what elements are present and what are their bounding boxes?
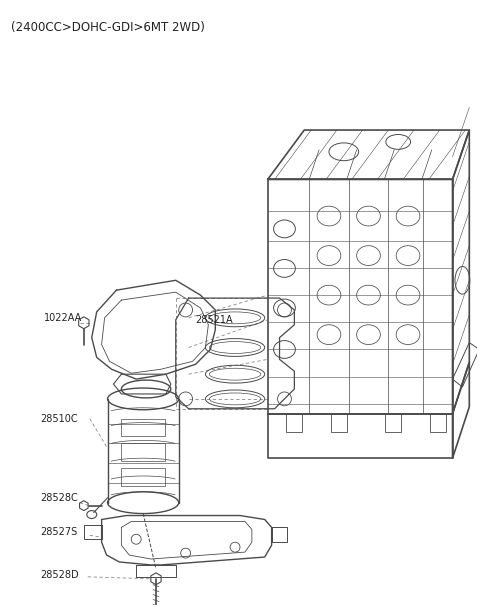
Bar xyxy=(331,414,347,432)
Text: 28528C: 28528C xyxy=(40,493,78,503)
Bar xyxy=(121,468,165,486)
Bar xyxy=(430,414,445,432)
Text: 28521A: 28521A xyxy=(195,315,233,325)
Bar xyxy=(121,443,165,461)
Bar xyxy=(121,418,165,437)
Text: 28528D: 28528D xyxy=(40,570,79,580)
Bar xyxy=(287,414,302,432)
Text: 28527S: 28527S xyxy=(40,527,78,537)
Text: 28510C: 28510C xyxy=(40,414,78,424)
Bar xyxy=(385,414,401,432)
Text: 1022AA: 1022AA xyxy=(44,313,83,323)
Text: (2400CC>DOHC-GDI>6MT 2WD): (2400CC>DOHC-GDI>6MT 2WD) xyxy=(11,21,204,34)
